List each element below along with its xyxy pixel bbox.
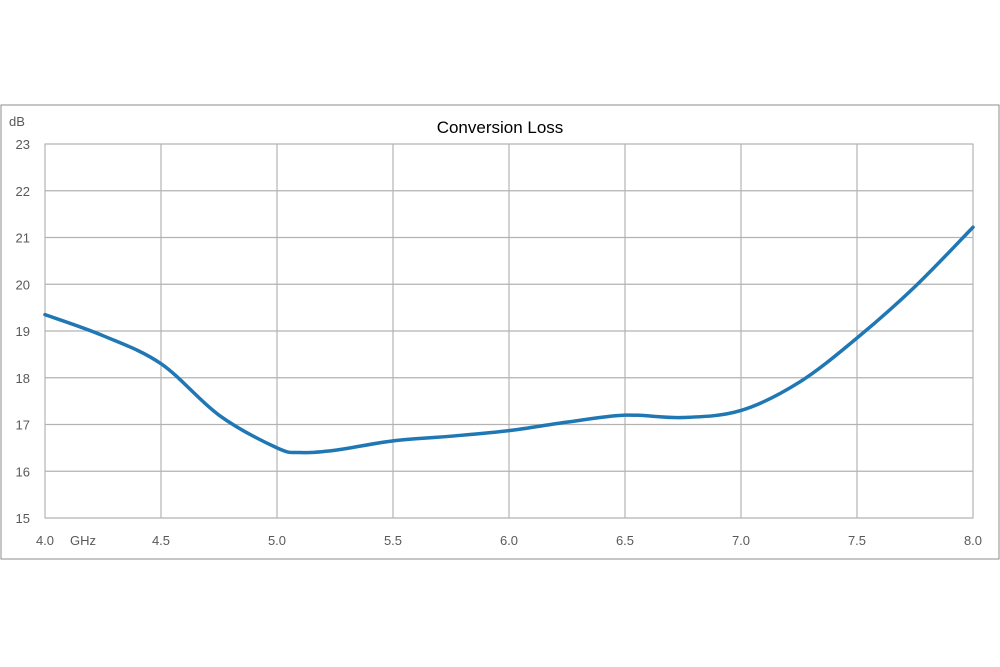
x-tick-label: 4.0 xyxy=(36,533,54,548)
x-tick-label: 6.0 xyxy=(500,533,518,548)
x-tick-labels: 4.0 4.5 5.0 5.5 6.0 6.5 7.0 7.5 8.0 xyxy=(36,533,982,548)
x-tick-label: 7.5 xyxy=(848,533,866,548)
chart-title: Conversion Loss xyxy=(437,118,564,137)
chart-border xyxy=(0,104,1000,560)
x-tick-label: 6.5 xyxy=(616,533,634,548)
series-group xyxy=(43,225,975,455)
x-unit-label: GHz xyxy=(70,533,96,548)
gridlines xyxy=(44,143,974,519)
y-tick-label: 17 xyxy=(16,418,30,433)
y-tick-label: 15 xyxy=(16,511,30,526)
x-tick-label: 5.0 xyxy=(268,533,286,548)
y-tick-label: 21 xyxy=(16,231,30,246)
y-unit-label: dB xyxy=(9,114,25,129)
y-tick-label: 16 xyxy=(16,464,30,479)
y-tick-label: 20 xyxy=(16,277,30,292)
y-tick-labels: 15 16 17 18 19 20 21 22 23 xyxy=(16,137,30,526)
x-tick-label: 5.5 xyxy=(384,533,402,548)
x-tick-label: 7.0 xyxy=(732,533,750,548)
y-tick-label: 19 xyxy=(16,324,30,339)
y-tick-label: 18 xyxy=(16,371,30,386)
x-tick-label: 4.5 xyxy=(152,533,170,548)
x-tick-label: 8.0 xyxy=(964,533,982,548)
y-tick-label: 23 xyxy=(16,137,30,152)
y-tick-label: 22 xyxy=(16,184,30,199)
series-line xyxy=(43,225,975,455)
